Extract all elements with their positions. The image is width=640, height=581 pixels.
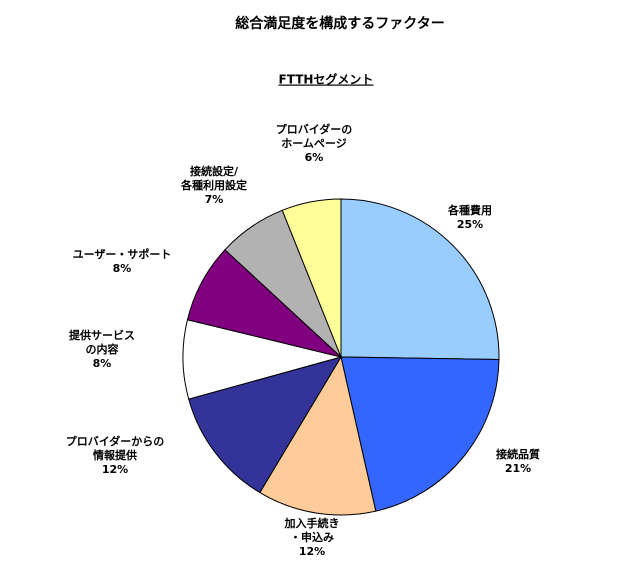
slice-value-label: 25% [457,218,483,231]
pie-slice [340,356,500,512]
chart-subtitle: FTTHセグメント [279,72,374,87]
slice-label: 各種利用設定 [180,178,247,192]
slice-value-label: 8% [93,357,112,370]
pie-slice [188,356,343,494]
slice-label: プロバイダーの [276,122,353,136]
slice-label: 接続設定/ [190,164,239,178]
slice-value-label: 12% [299,545,325,558]
slice-label: 接続品質 [496,447,540,461]
slice-value-label: 7% [205,193,224,206]
slice-label: の内容 [86,342,119,356]
slice-value-label: 21% [505,462,531,475]
slice-label: ・申込み [290,530,334,544]
slice-label: ホームページ [281,137,346,150]
pie-slice [340,198,500,361]
slice-label: 加入手続き [284,516,340,530]
slice-label: ユーザー・サポート [73,247,172,261]
slice-label: プロバイダーからの [66,434,165,448]
pie-slice [281,198,342,358]
slice-label: 情報提供 [93,448,137,462]
slice-value-label: 6% [305,151,324,164]
chart-title: 総合満足度を構成するファクター [235,15,444,32]
slice-value-label: 12% [102,463,128,476]
slice-label: 提供サービス [69,328,135,342]
slice-value-label: 8% [113,262,132,275]
slice-label: 各種費用 [447,203,492,217]
pie-slice [259,355,377,516]
